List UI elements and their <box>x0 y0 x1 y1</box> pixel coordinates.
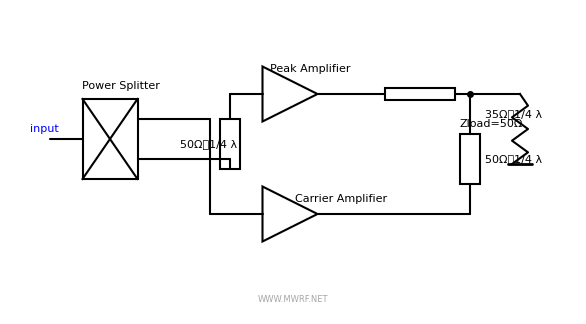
Text: Power Splitter: Power Splitter <box>83 81 161 91</box>
Text: 50Ω，1/4 λ: 50Ω，1/4 λ <box>485 154 542 164</box>
Bar <box>220 119 240 169</box>
Text: WWW.MWRF.NET: WWW.MWRF.NET <box>258 295 328 304</box>
Text: 50Ω，1/4 λ: 50Ω，1/4 λ <box>180 139 237 149</box>
Text: 35Ω，1/4 λ: 35Ω，1/4 λ <box>485 109 542 119</box>
Text: Carrier Amplifier: Carrier Amplifier <box>295 194 387 204</box>
Bar <box>385 88 455 100</box>
Bar <box>460 134 480 184</box>
Text: input: input <box>30 124 59 134</box>
Text: Peak Amplifier: Peak Amplifier <box>270 64 350 74</box>
Bar <box>83 99 138 179</box>
Text: Zload=50Ω: Zload=50Ω <box>460 119 523 129</box>
